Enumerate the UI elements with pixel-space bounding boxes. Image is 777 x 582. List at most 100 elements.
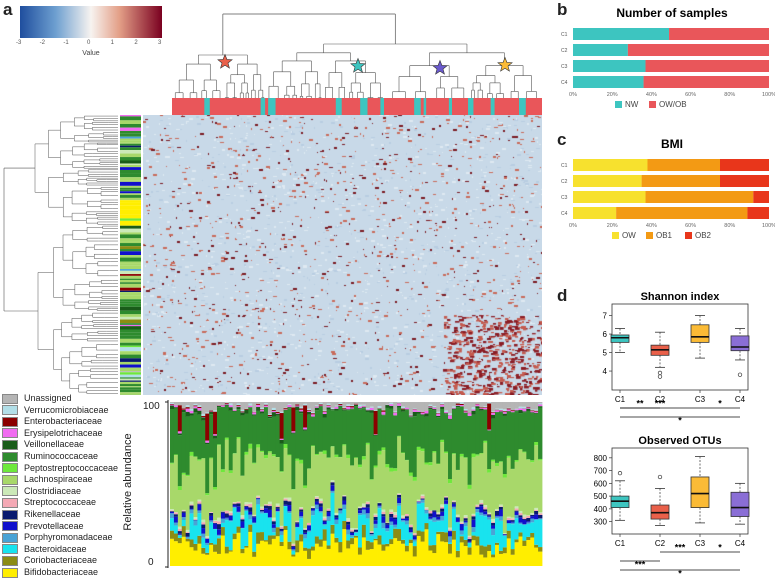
category-label: C2 bbox=[561, 179, 568, 185]
outlier-point bbox=[657, 370, 663, 376]
y-tick-label: 5 bbox=[603, 349, 608, 358]
family-swatch bbox=[2, 405, 18, 416]
y-tick-label: 4 bbox=[603, 367, 608, 376]
family-legend-item: Unassigned bbox=[2, 392, 72, 405]
category-label: C2 bbox=[655, 539, 666, 548]
x-tick-label: 40% bbox=[646, 92, 657, 98]
outlier-point bbox=[657, 474, 663, 480]
x-tick-label: 80% bbox=[724, 223, 735, 229]
family-legend-item: Coriobacteriaceae bbox=[2, 554, 97, 567]
family-legend-item: Erysipelotrichaceae bbox=[2, 427, 103, 440]
category-label: C4 bbox=[561, 211, 568, 217]
bar-segment bbox=[641, 175, 720, 187]
panel-b-label: b bbox=[557, 0, 568, 19]
bar-segment bbox=[747, 207, 769, 219]
category-label: C3 bbox=[561, 64, 568, 70]
family-swatch bbox=[2, 556, 18, 567]
color-key: -3 -2 -1 0 1 2 3 Value bbox=[16, 6, 162, 64]
y-tick-label: 400 bbox=[594, 505, 608, 514]
category-label: C3 bbox=[695, 395, 706, 404]
panel-a-label: a bbox=[3, 0, 13, 19]
significance-label: *** bbox=[655, 399, 666, 409]
family-label: Bifidobacteriaceae bbox=[24, 567, 99, 577]
color-key-tick: 3 bbox=[158, 40, 162, 46]
category-label: C1 bbox=[615, 395, 626, 404]
bar-segment bbox=[573, 191, 646, 203]
y-tick-label: 800 bbox=[594, 454, 608, 463]
bar-segment bbox=[573, 159, 648, 171]
color-key-ticks: -3 -2 -1 0 1 2 3 bbox=[16, 40, 162, 48]
category-label: C1 bbox=[561, 163, 568, 169]
y-tick-label: 700 bbox=[594, 467, 608, 476]
panel-d-label: d bbox=[557, 286, 568, 305]
y-tick-label: 6 bbox=[603, 330, 608, 339]
category-label: C4 bbox=[735, 539, 746, 548]
family-legend-item: Ruminococcaceae bbox=[2, 450, 98, 463]
family-swatch bbox=[2, 544, 18, 555]
legend-label: OB2 bbox=[695, 231, 712, 240]
family-label: Peptostreptococcaceae bbox=[24, 462, 119, 473]
family-label: Bacteroidaceae bbox=[24, 543, 87, 554]
family-legend-item: Peptostreptococcaceae bbox=[2, 462, 118, 475]
category-label: C4 bbox=[561, 80, 568, 86]
legend-label: NW bbox=[625, 100, 639, 109]
family-legend-item: Clostridiaceae bbox=[2, 485, 81, 498]
x-tick-label: 80% bbox=[724, 92, 735, 98]
family-label: Erysipelotrichaceae bbox=[24, 427, 103, 438]
family-legend-item: Lachnospiraceae bbox=[2, 473, 93, 486]
legend-swatch bbox=[646, 232, 653, 239]
family-swatch bbox=[2, 463, 18, 474]
family-legend-item: Prevotellaceae bbox=[2, 520, 84, 533]
column-dendrogram bbox=[174, 13, 537, 98]
x-tick-label: 100% bbox=[762, 223, 775, 229]
x-tick-label: 0% bbox=[569, 92, 577, 98]
y-tick-label: 500 bbox=[594, 492, 608, 501]
otus-boxplot: Observed OTUs 300 400 500 600 700 800 C1 C2 C3 C4 *… bbox=[594, 435, 750, 579]
family-swatch bbox=[2, 498, 18, 509]
abundance-ymin: 0 bbox=[148, 557, 154, 568]
bar-segment bbox=[643, 76, 769, 88]
bar-segment bbox=[616, 207, 748, 219]
cluster-star-icon bbox=[432, 59, 448, 75]
legend-swatch bbox=[649, 101, 656, 108]
category-label: C4 bbox=[735, 395, 746, 404]
family-swatch bbox=[2, 532, 18, 543]
family-legend-item: Porphyromonadaceae bbox=[2, 531, 113, 544]
category-label: C3 bbox=[561, 195, 568, 201]
significance-label: ** bbox=[636, 399, 644, 409]
family-swatch bbox=[2, 521, 18, 532]
group-color-bar bbox=[172, 98, 542, 116]
bar-segment bbox=[573, 76, 644, 88]
bar-segment bbox=[669, 28, 769, 40]
abundance-ymax: 100 bbox=[143, 401, 160, 412]
category-label: C1 bbox=[615, 539, 626, 548]
family-swatch bbox=[2, 451, 18, 462]
bar-segment bbox=[573, 28, 670, 40]
legend-swatch bbox=[612, 232, 619, 239]
x-tick-label: 60% bbox=[685, 92, 696, 98]
x-tick-label: 100% bbox=[762, 92, 775, 98]
box bbox=[610, 334, 630, 343]
row-dendrogram bbox=[3, 115, 118, 394]
significance-label: * bbox=[718, 399, 722, 409]
color-key-gradient bbox=[20, 6, 162, 38]
family-swatch bbox=[2, 440, 18, 451]
abundance-ylabel: Relative abundance bbox=[122, 433, 134, 531]
panel-c-label: c bbox=[557, 130, 567, 149]
color-key-tick: -3 bbox=[16, 40, 22, 46]
chart-title: Observed OTUs bbox=[638, 435, 721, 447]
bar-segment bbox=[647, 159, 720, 171]
legend-swatch bbox=[685, 232, 692, 239]
cluster-star-icon bbox=[217, 53, 233, 69]
x-tick-label: 40% bbox=[646, 223, 657, 229]
family-label: Verrucomicrobiaceae bbox=[24, 404, 109, 415]
bar-segment bbox=[645, 191, 754, 203]
family-label: Porphyromonadaceae bbox=[24, 532, 113, 543]
family-label: Prevotellaceae bbox=[24, 520, 84, 531]
family-label: Ruminococcaceae bbox=[24, 451, 99, 461]
chart-title: Shannon index bbox=[641, 291, 721, 303]
family-legend: Unassigned Verrucomicrobiaceae Enterobacte… bbox=[0, 392, 170, 582]
family-legend-item: Bifidobacteriaceae bbox=[2, 566, 98, 579]
family-label: Clostridiaceae bbox=[24, 485, 82, 496]
significance-label: * bbox=[678, 416, 682, 426]
